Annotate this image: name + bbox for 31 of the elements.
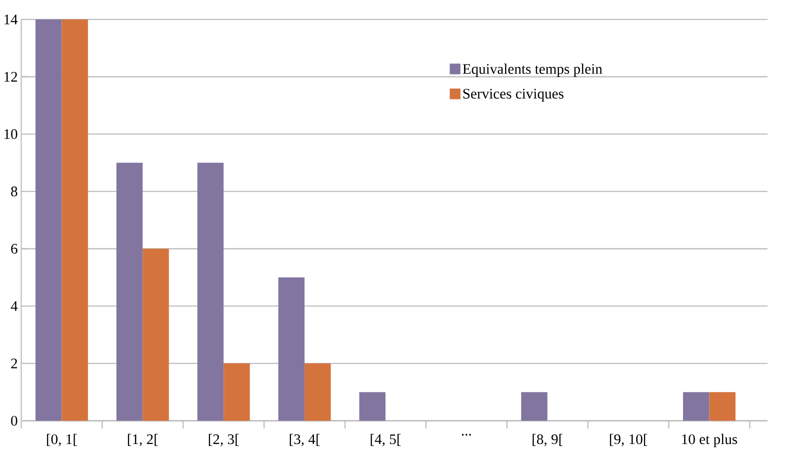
legend-label: Equivalents temps plein (462, 64, 602, 77)
x-tick-label: [2, 3[ (208, 434, 239, 446)
y-tick-label: 10 (4, 129, 18, 140)
x-tick-label: [8, 9[ (532, 434, 563, 446)
y-tick-label: 2 (11, 358, 18, 368)
x-tick-label: [3, 4[ (290, 434, 320, 446)
x-tick-label: ... (462, 434, 471, 436)
bar (142, 248, 169, 421)
bar (278, 278, 305, 421)
y-tick-label: 12 (4, 72, 18, 82)
x-tick-label: [0, 1[ (47, 434, 77, 446)
y-tick-label: 8 (11, 186, 18, 196)
bar (521, 392, 548, 421)
y-tick-label: 6 (11, 244, 18, 254)
y-tick-label: 0 (11, 416, 18, 426)
bar (683, 392, 710, 421)
y-tick-label: 14 (4, 14, 18, 24)
legend-label: Services civiques (463, 88, 564, 102)
bar (116, 162, 143, 421)
x-tick-label: [1, 2[ (128, 434, 158, 446)
bar (197, 162, 224, 421)
bar (35, 20, 62, 421)
x-tick-label: [9, 10[ (610, 434, 648, 446)
bar (62, 20, 88, 421)
bar (359, 392, 386, 421)
bar (224, 364, 250, 421)
bar (304, 364, 331, 421)
x-tick-label: 10 et plus (682, 434, 738, 448)
x-tick-label: [4, 5[ (370, 434, 401, 446)
bar (709, 392, 736, 421)
y-tick-label: 4 (10, 301, 18, 311)
